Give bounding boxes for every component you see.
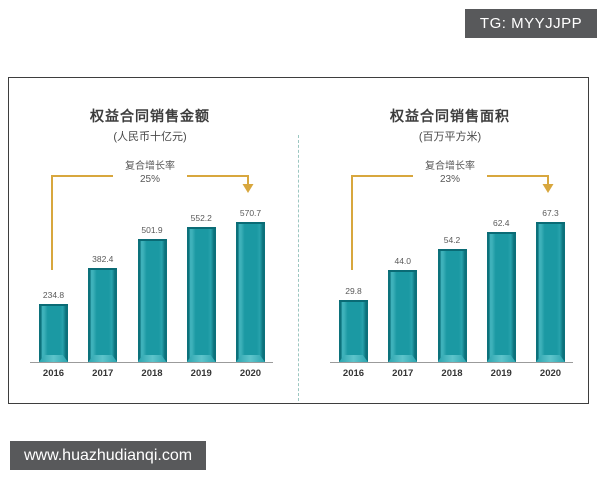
bar-base-bevel [339,355,368,362]
plot-area: 234.8 382.4 501.9 552.2 570.7 [39,208,265,362]
bar-slot: 54.2 [437,222,467,362]
bar-value-label: 234.8 [42,290,65,300]
year-label: 2016 [342,368,365,379]
bar-base-bevel [437,355,467,362]
year-row: 2016 2017 2018 2019 2020 [39,368,265,379]
chart-panel-sales-area: 权益合同销售面积 (百万平方米) 复合增长率 23% 29.8 44.0 54.2 6… [325,100,575,395]
bar [39,304,68,362]
bar-value-label: 552.2 [190,213,212,223]
bar [236,222,265,362]
year-label: 2020 [539,368,562,379]
bar-slot: 382.4 [88,222,118,362]
year-label: 2018 [141,368,163,379]
bar [88,268,118,362]
bar [536,222,565,362]
bar [186,227,216,362]
year-label: 2020 [239,368,262,379]
bar-slot: 44.0 [388,222,418,362]
bar [137,239,167,362]
chart-title: 权益合同销售金额 [90,108,210,124]
bar-value-label: 67.3 [542,208,559,218]
bar-base-bevel [236,355,265,362]
bar-base-bevel [388,355,418,362]
bar-slot: 570.7 [236,208,265,362]
bar-base-bevel [486,355,516,362]
bar-base-bevel [39,355,68,362]
cagr-bracket-arrow [51,175,254,270]
bar-value-label: 29.8 [345,286,362,296]
x-axis-line [30,362,273,363]
chart-title: 权益合同销售面积 [390,108,510,124]
bar-slot: 67.3 [536,208,565,362]
chart-subtitle: (人民币十亿元) [113,131,187,143]
bar [339,300,368,362]
cagr-value: 23% [439,174,460,185]
cagr-label: 复合增长率 23% [325,160,575,186]
year-label: 2016 [42,368,65,379]
dashed-divider-line [298,135,299,401]
year-label: 2017 [392,368,414,379]
cagr-label: 复合增长率 25% [25,160,275,186]
cagr-value: 25% [139,174,160,185]
bar-base-bevel [186,355,216,362]
bar [388,270,418,362]
bar-value-label: 62.4 [492,218,510,228]
bar-slot: 501.9 [137,222,167,362]
cagr-bracket-arrow [351,175,554,270]
bars-row: 29.8 44.0 54.2 62.4 67.3 [339,208,565,362]
bar-slot: 62.4 [486,218,516,362]
bar [437,249,467,362]
bar-slot: 552.2 [186,213,216,362]
bar-value-label: 501.9 [141,225,163,235]
year-label: 2019 [190,368,212,379]
cagr-text: 复合增长率 [425,161,475,172]
chart-panel-sales-amount: 权益合同销售金额 (人民币十亿元) 复合增长率 25% 234.8 382.4 50… [25,100,275,395]
bar-base-bevel [137,355,167,362]
chart-card: 权益合同销售金额 (人民币十亿元) 复合增长率 25% 234.8 382.4 50… [8,77,589,404]
tg-watermark-badge: TG: MYYJJPP [465,9,597,38]
bar-value-label: 44.0 [394,256,412,266]
x-axis-line [330,362,573,363]
year-row: 2016 2017 2018 2019 2020 [339,368,565,379]
bar-slot: 234.8 [39,222,68,362]
year-label: 2017 [92,368,114,379]
bar-value-label: 382.4 [92,254,114,264]
bar-slot: 29.8 [339,222,368,362]
plot-area: 29.8 44.0 54.2 62.4 67.3 [339,208,565,362]
bar [486,232,516,362]
bar-value-label: 570.7 [239,208,262,218]
cagr-text: 复合增长率 [125,161,175,172]
year-label: 2018 [441,368,463,379]
chart-subtitle: (百万平方米) [418,131,482,143]
year-label: 2019 [490,368,512,379]
bar-value-label: 54.2 [443,235,461,245]
bar-base-bevel [88,355,118,362]
bars-row: 234.8 382.4 501.9 552.2 570.7 [39,208,265,362]
site-watermark: www.huazhudianqi.com [10,441,206,470]
bar-base-bevel [536,355,565,362]
